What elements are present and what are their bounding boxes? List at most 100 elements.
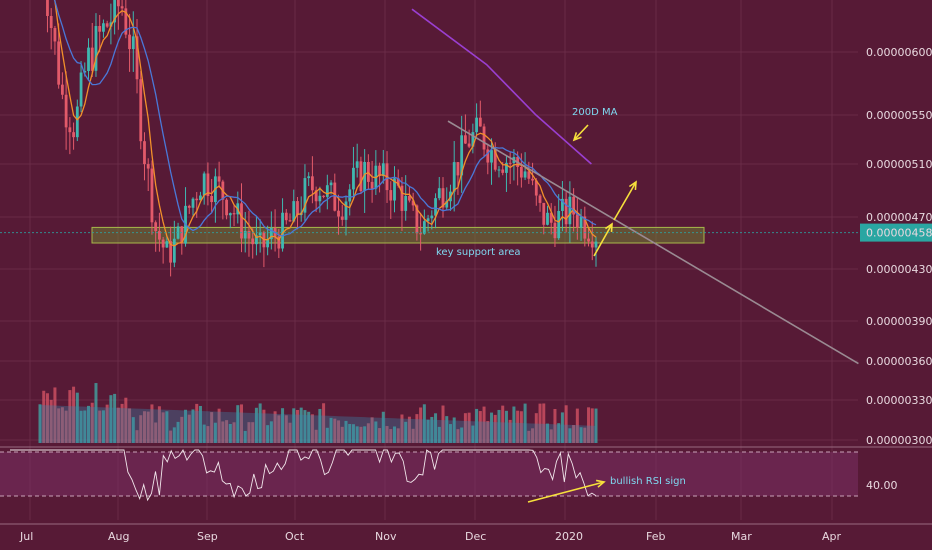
candle-body	[333, 182, 337, 211]
volume-bar	[329, 417, 333, 443]
candle-body	[437, 188, 441, 199]
candle-body	[415, 205, 419, 234]
volume-bar	[456, 429, 460, 443]
x-tick-label: Aug	[108, 530, 129, 543]
volume-bar	[583, 427, 587, 443]
volume-bar	[437, 426, 441, 443]
candle-body	[359, 161, 363, 192]
volume-bar	[131, 417, 135, 443]
candle-body	[199, 195, 202, 201]
candle-body	[180, 226, 184, 244]
volume-bar	[225, 420, 229, 443]
support-label: key support area	[436, 247, 521, 258]
candle-body	[143, 141, 146, 165]
rsi-panel	[0, 449, 858, 502]
volume-bar	[564, 405, 568, 443]
volume-bar	[184, 409, 188, 443]
y-tick-label: 0.00000360	[866, 355, 932, 368]
volume-bar	[497, 409, 501, 443]
candle-body	[546, 212, 549, 225]
x-tick-label: Jul	[19, 530, 33, 543]
volume-bar	[269, 421, 273, 443]
candle-body	[478, 117, 482, 127]
volume-bar	[452, 417, 456, 443]
volume-bar	[142, 411, 146, 443]
volume-bar	[79, 410, 83, 443]
volume-bar	[284, 415, 288, 443]
candle-body	[404, 195, 408, 211]
volume-bar	[392, 426, 396, 443]
candle-body	[340, 216, 344, 220]
volume-bar	[172, 427, 176, 443]
volume-bar	[590, 408, 594, 443]
candle-body	[456, 162, 460, 176]
x-tick-label: Feb	[646, 530, 665, 543]
candle-body	[232, 213, 236, 215]
candle-body	[408, 195, 411, 201]
volume-bar	[124, 397, 128, 443]
candle-body	[154, 222, 158, 232]
candle-body	[579, 216, 583, 228]
volume-bar	[213, 422, 217, 443]
candle-body	[583, 216, 587, 239]
candle-body	[389, 190, 393, 201]
candle-body	[590, 241, 594, 248]
volume-bar	[448, 424, 452, 443]
volume-bar	[228, 424, 232, 443]
volume-bar	[325, 427, 329, 443]
volume-bar	[512, 406, 516, 443]
volume-bar	[344, 420, 348, 443]
volume-bar	[422, 404, 426, 443]
volume-bar	[519, 411, 523, 443]
candle-body	[53, 28, 57, 42]
candle-body	[296, 201, 299, 216]
volume-bar	[120, 403, 124, 443]
volume-bar	[594, 408, 598, 443]
grid	[0, 0, 932, 525]
volume-bar	[504, 410, 508, 443]
candle-body	[64, 94, 68, 128]
volume-bar	[475, 408, 479, 443]
volume-bar	[340, 426, 344, 443]
volume-bar	[243, 430, 247, 443]
volume-bar	[57, 408, 61, 443]
candle-body	[587, 238, 590, 242]
candle-body	[445, 201, 449, 208]
candle-body	[228, 213, 232, 216]
candle-body	[318, 195, 322, 202]
candle-body	[534, 180, 538, 196]
candle-body	[393, 178, 396, 201]
volume-bar	[527, 430, 531, 443]
volume-bar	[198, 405, 202, 443]
candle-body	[105, 23, 109, 27]
candle-body	[452, 162, 456, 192]
volume-bar	[490, 412, 494, 443]
volume-bar	[542, 403, 546, 443]
candle-body	[501, 169, 505, 173]
candle-body	[206, 173, 210, 197]
volume-bar	[232, 422, 236, 443]
volume-bar	[49, 399, 53, 443]
candle-body	[247, 231, 251, 239]
volume-bar	[396, 428, 400, 443]
volume-bar	[314, 429, 318, 443]
volume-bar	[463, 413, 467, 443]
candle-body	[422, 221, 426, 234]
volume-bar	[407, 416, 411, 443]
candle-body	[542, 202, 546, 225]
volume-bar	[240, 404, 244, 443]
candle-body	[549, 212, 553, 223]
candle-body	[225, 199, 228, 216]
x-tick-label: Apr	[822, 530, 842, 543]
volume-bar	[587, 407, 591, 443]
volume-bar	[557, 423, 561, 443]
y-tick-label: 0.00000390	[866, 315, 932, 328]
x-tick-label: Nov	[375, 530, 397, 543]
volume-bar	[42, 390, 46, 443]
candle-body	[508, 162, 512, 164]
candle-body	[116, 0, 120, 7]
volume-bar	[262, 409, 266, 443]
volume-bar	[288, 422, 292, 443]
candle-body	[139, 79, 143, 142]
candle-body	[505, 162, 508, 173]
